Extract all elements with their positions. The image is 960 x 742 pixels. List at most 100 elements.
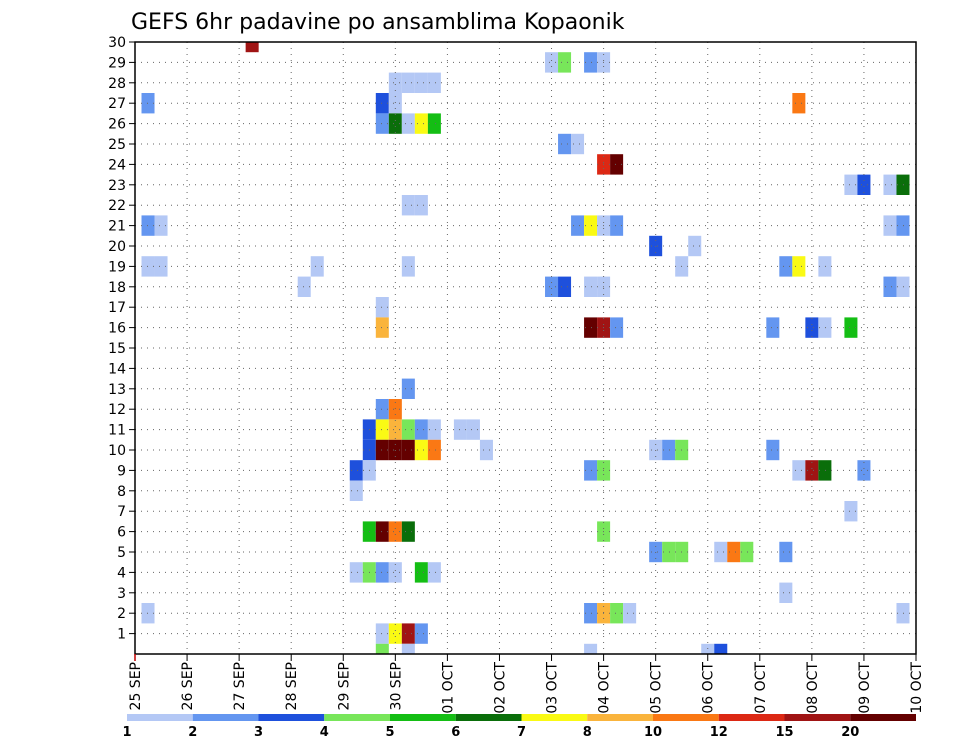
precip-cell bbox=[375, 399, 389, 420]
legend-color-swatch bbox=[455, 714, 522, 721]
precip-cell bbox=[401, 623, 415, 644]
precip-cell bbox=[805, 460, 819, 481]
precip-cell bbox=[545, 52, 559, 73]
precip-cell bbox=[844, 317, 858, 338]
precip-cell bbox=[349, 480, 363, 501]
x-tick-label: 04 OCT bbox=[597, 662, 613, 714]
precip-cell bbox=[375, 419, 389, 440]
legend-label: 5 bbox=[385, 725, 394, 740]
precip-cell bbox=[896, 215, 910, 236]
precip-cell bbox=[688, 235, 702, 257]
y-tick-label: 10 bbox=[108, 443, 126, 459]
y-tick-label: 7 bbox=[117, 504, 126, 520]
y-tick-label: 13 bbox=[108, 382, 126, 398]
legend-label: 8 bbox=[583, 725, 592, 740]
legend-color-swatch bbox=[587, 714, 653, 721]
y-tick-label: 23 bbox=[108, 178, 126, 194]
y-tick-label: 28 bbox=[108, 76, 126, 92]
y-tick-label: 21 bbox=[108, 219, 126, 235]
precip-cell bbox=[857, 460, 871, 481]
precip-cell bbox=[740, 541, 754, 563]
legend-color-swatch bbox=[127, 714, 193, 721]
y-tick-label: 1 bbox=[117, 627, 126, 643]
precip-cell bbox=[297, 276, 311, 297]
precip-cell bbox=[896, 174, 910, 195]
precip-cell bbox=[427, 72, 441, 93]
precip-cell bbox=[610, 154, 624, 175]
precip-cell bbox=[414, 562, 428, 583]
precip-cell bbox=[349, 562, 363, 583]
precip-cell bbox=[558, 276, 572, 297]
precip-cell bbox=[388, 399, 402, 420]
precip-cell bbox=[896, 276, 910, 297]
precip-cell bbox=[375, 317, 389, 338]
precip-cell bbox=[401, 521, 415, 542]
legend-color-swatch bbox=[192, 714, 259, 721]
precip-cell bbox=[375, 439, 389, 461]
precip-cell bbox=[727, 541, 741, 563]
precip-cell bbox=[414, 439, 428, 461]
precip-cell bbox=[375, 562, 389, 583]
chart-title: GEFS 6hr padavine po ansamblima Kopaonik bbox=[131, 10, 625, 35]
precip-cell bbox=[779, 256, 793, 277]
x-tick-label: 08 OCT bbox=[805, 662, 821, 714]
precip-cell bbox=[427, 562, 441, 583]
precip-cell bbox=[610, 215, 624, 236]
legend-color-swatch bbox=[850, 714, 916, 721]
precip-cell bbox=[883, 215, 897, 236]
precip-cell bbox=[545, 276, 559, 297]
precip-cell bbox=[662, 541, 676, 563]
precip-cell bbox=[571, 133, 585, 155]
precip-cell bbox=[805, 317, 819, 338]
precip-cell bbox=[584, 643, 598, 654]
precip-cell bbox=[584, 215, 598, 236]
precip-cell bbox=[857, 174, 871, 195]
precip-cell bbox=[388, 72, 402, 93]
precip-cell bbox=[662, 439, 676, 461]
precip-cell bbox=[766, 439, 780, 461]
precip-cell bbox=[401, 643, 415, 654]
x-tick-label: 30 SEP bbox=[388, 662, 404, 710]
legend-color-swatch bbox=[390, 714, 456, 721]
precip-cell bbox=[584, 460, 598, 481]
precip-cell bbox=[714, 541, 728, 563]
precip-cell bbox=[584, 603, 598, 624]
x-tick-label: 28 SEP bbox=[284, 662, 300, 710]
x-tick-label: 06 OCT bbox=[701, 662, 717, 714]
precip-cell bbox=[310, 256, 324, 277]
x-tick-label: 07 OCT bbox=[753, 662, 769, 714]
precip-cell bbox=[818, 256, 832, 277]
precip-cell bbox=[388, 623, 402, 644]
y-tick-label: 19 bbox=[108, 259, 126, 275]
precip-cell bbox=[401, 378, 415, 399]
y-axis-ticks: 1234567891011121314151617181920212223242… bbox=[108, 35, 135, 643]
x-tick-label: 02 OCT bbox=[492, 662, 508, 714]
x-tick-label: 09 OCT bbox=[857, 662, 873, 714]
precip-cell bbox=[883, 276, 897, 297]
y-tick-label: 20 bbox=[108, 239, 126, 255]
precip-cell bbox=[401, 72, 415, 93]
precip-cell bbox=[388, 113, 402, 134]
x-tick-label: 03 OCT bbox=[545, 662, 561, 714]
precip-cell bbox=[427, 439, 441, 461]
precip-cell bbox=[779, 582, 793, 603]
x-tick-label: 25 SEP bbox=[128, 662, 144, 710]
precip-cell bbox=[610, 603, 624, 624]
precip-cell bbox=[896, 603, 910, 624]
y-tick-label: 27 bbox=[108, 96, 126, 112]
precip-cell bbox=[401, 113, 415, 134]
precip-cell bbox=[375, 643, 389, 654]
precip-cell bbox=[766, 317, 780, 338]
y-tick-label: 26 bbox=[108, 117, 126, 133]
precip-cell bbox=[401, 195, 415, 216]
y-tick-label: 24 bbox=[108, 157, 126, 173]
precip-cell bbox=[401, 419, 415, 440]
precip-cell bbox=[623, 603, 637, 624]
precip-cell bbox=[792, 256, 806, 277]
y-tick-label: 14 bbox=[108, 361, 126, 377]
precip-cell bbox=[714, 643, 728, 654]
legend-label: 1 bbox=[122, 725, 131, 740]
y-tick-label: 15 bbox=[108, 341, 126, 357]
precip-cell bbox=[844, 501, 858, 522]
